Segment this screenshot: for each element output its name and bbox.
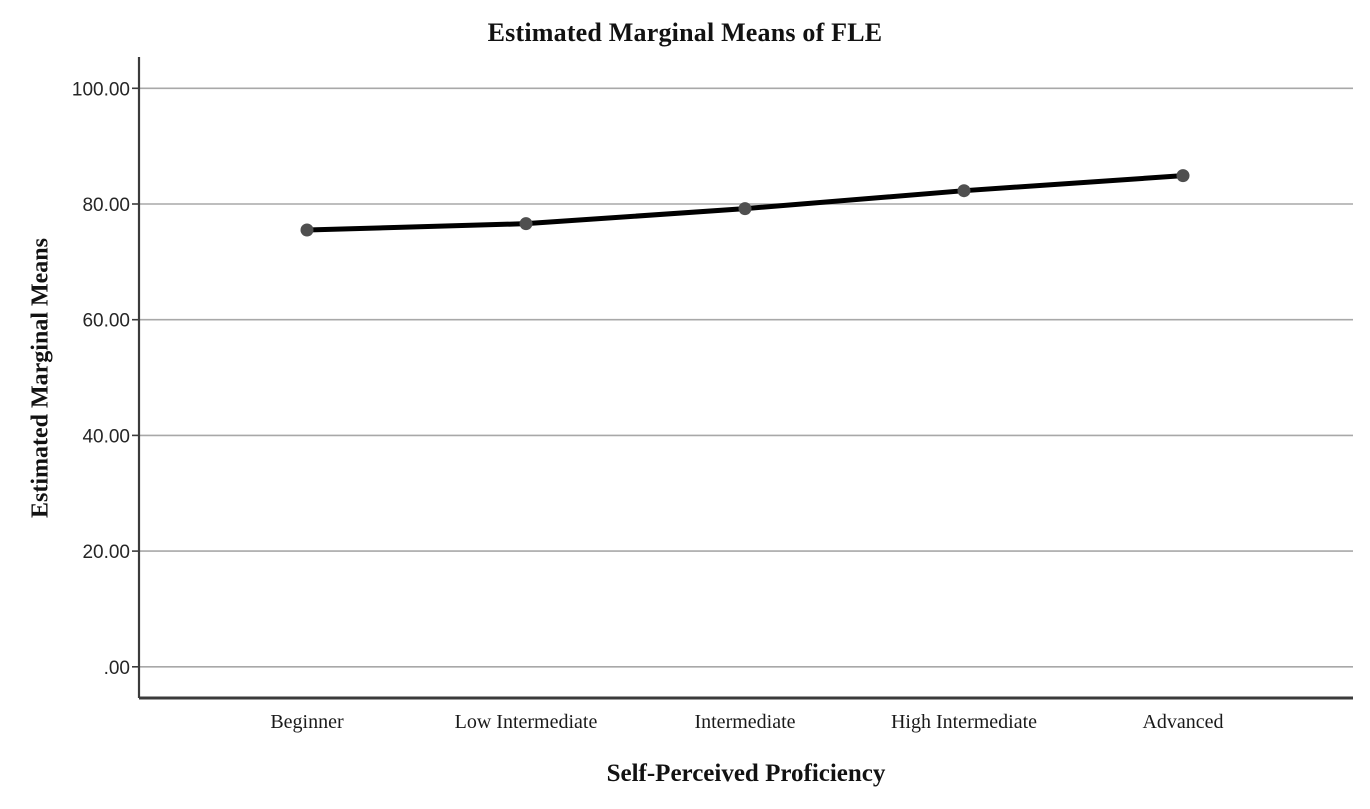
x-category-label: Intermediate [694, 711, 795, 733]
chart-title: Estimated Marginal Means of FLE [487, 18, 883, 47]
x-category-label: Beginner [270, 711, 344, 733]
y-tick-label: 80.00 [82, 195, 130, 216]
data-point-marker [519, 217, 533, 231]
x-category-label: High Intermediate [891, 711, 1037, 733]
y-tick-label: 60.00 [82, 311, 130, 332]
x-axis-title: Self-Perceived Proficiency [606, 760, 886, 787]
y-tick-label: .00 [104, 658, 130, 679]
y-tick-label: 100.00 [72, 79, 130, 100]
y-tick-label: 40.00 [82, 426, 130, 447]
data-point-marker [300, 223, 314, 237]
y-tick-label: 20.00 [82, 542, 130, 563]
x-category-label: Low Intermediate [455, 711, 598, 733]
x-category-label: Advanced [1142, 711, 1223, 733]
data-point-marker [738, 202, 752, 216]
data-point-marker [1176, 169, 1190, 183]
data-point-marker [957, 184, 971, 198]
